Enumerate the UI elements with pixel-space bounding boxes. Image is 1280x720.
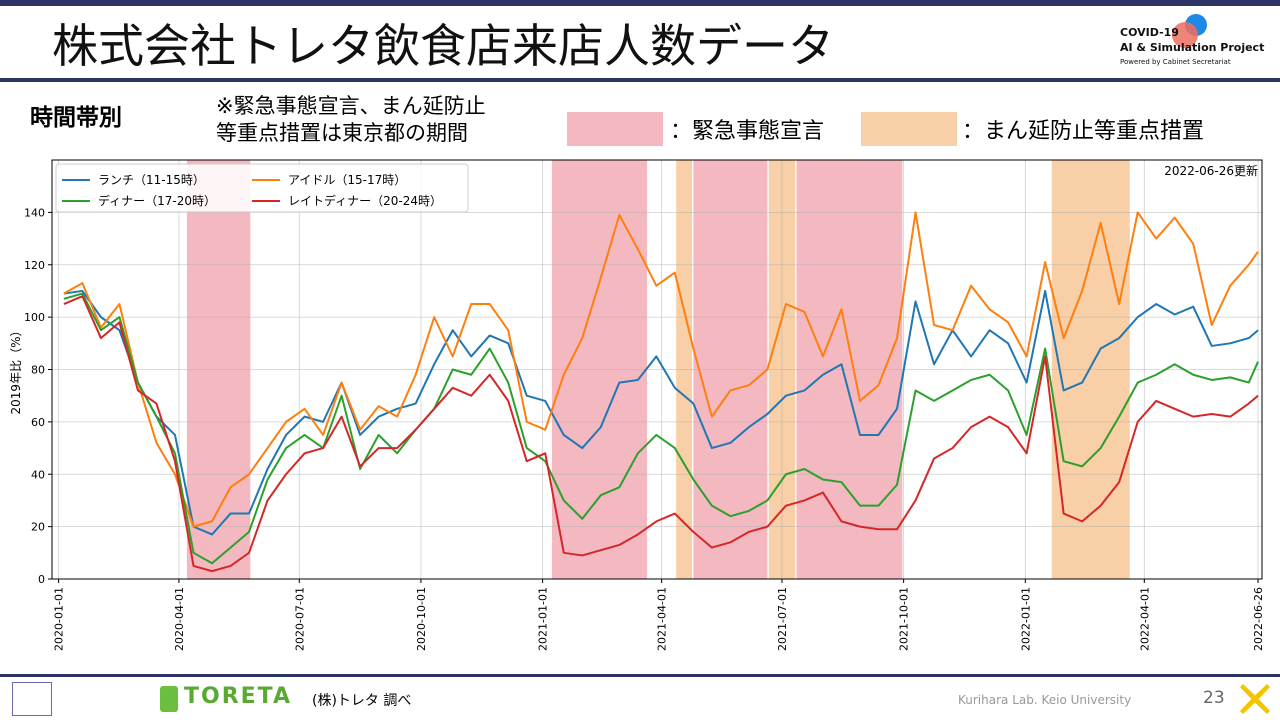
x-tick-label: 2021-10-01 <box>898 587 911 651</box>
title-rule <box>0 78 1280 82</box>
x-tick-label: 2022-04-01 <box>1138 587 1151 651</box>
lab-logo <box>12 682 52 716</box>
y-tick-label: 120 <box>24 259 45 272</box>
x-tick-label: 2020-07-01 <box>293 587 306 651</box>
legend-label: レイトディナー（20-24時） <box>288 193 442 208</box>
logo-text: COVID-19 <box>1120 26 1179 39</box>
x-tick-label: 2020-10-01 <box>415 587 428 651</box>
x-tick-label: 2020-04-01 <box>173 587 186 651</box>
note: 等重点措置は東京都の期間 <box>216 121 468 145</box>
top-bar <box>0 0 1280 6</box>
logo-text: AI & Simulation Project <box>1120 41 1265 54</box>
series-line <box>63 211 1259 528</box>
series-line <box>63 289 1259 536</box>
period-legend: ：緊急事態宣言 <box>670 119 825 144</box>
y-tick-label: 0 <box>38 573 45 586</box>
period-swatch <box>861 112 957 146</box>
legend-label: ディナー（17-20時） <box>98 193 216 208</box>
y-tick-label: 140 <box>24 206 45 219</box>
y-tick-label: 40 <box>31 468 45 481</box>
source: (株)トレタ 調べ <box>312 693 412 709</box>
brand: TORETA <box>184 684 293 709</box>
chart: 0 20 40 60 80 100 120 140 2020-01-01 2020-04-01 20… <box>9 159 1265 651</box>
series-line <box>63 292 1259 565</box>
legend-label: ランチ（11-15時） <box>98 173 205 187</box>
brand-mark <box>160 686 178 712</box>
legend: ランチ（11-15時） アイドル（15-17時） ディナー（17-20時） レイトディ… <box>55 163 469 213</box>
footer-rule <box>0 674 1280 677</box>
logo-text: Powered by Cabinet Secretariat <box>1120 58 1231 66</box>
y-tick-label: 20 <box>31 521 45 534</box>
subtitle: 時間帯別 <box>30 105 122 131</box>
slide-title: 株式会社トレタ飲食店来店人数データ <box>52 19 834 73</box>
y-tick-label: 100 <box>24 311 45 324</box>
y-tick-label: 80 <box>31 364 45 377</box>
corner-logo <box>1240 684 1270 714</box>
annotation: 2022-06-26更新 <box>1164 163 1258 178</box>
y-tick-label: 60 <box>31 416 45 429</box>
x-tick-label: 2021-01-01 <box>537 587 550 651</box>
plot-frame <box>51 159 1263 580</box>
legend-label: アイドル（15-17時） <box>288 173 406 187</box>
note: ※緊急事態宣言、まん延防止 <box>216 94 486 118</box>
lab-name: Kurihara Lab. Keio University <box>958 693 1132 707</box>
logo-dot <box>1172 22 1198 48</box>
x-tick-label: 2022-01-01 <box>1019 587 1032 651</box>
legend-frame <box>55 163 469 213</box>
y-axis-label: 2019年比（%） <box>9 325 23 415</box>
period-swatch <box>567 112 663 146</box>
x-tick-label: 2021-07-01 <box>776 587 789 651</box>
x-tick-label: 2020-01-01 <box>53 587 66 651</box>
x-tick-label: 2021-04-01 <box>656 587 669 651</box>
x-tick-label: 2022-06-26 <box>1252 587 1265 651</box>
period-legend: ：まん延防止等重点措置 <box>962 119 1205 144</box>
page-number: 23 <box>1203 688 1225 708</box>
series-line <box>63 295 1259 573</box>
